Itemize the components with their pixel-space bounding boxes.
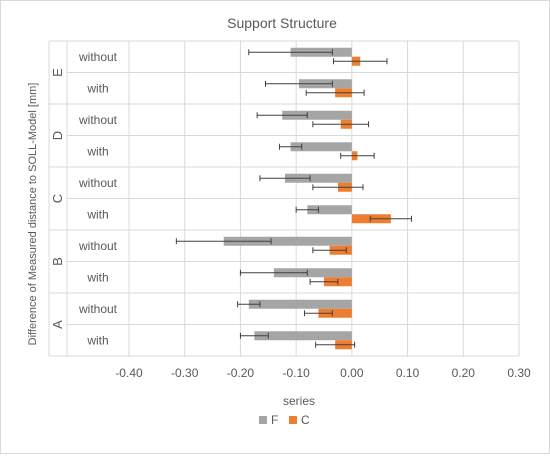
bar-F	[285, 173, 352, 183]
group-label: C	[50, 194, 65, 203]
x-tick-label: -0.20	[227, 366, 255, 380]
bar-F	[254, 331, 352, 341]
row-label: with	[86, 333, 108, 347]
x-tick-label: 0.20	[452, 366, 476, 380]
x-tick-label: 0.30	[507, 366, 531, 380]
y-axis-title: Difference of Measured distance to SOLL-…	[27, 83, 39, 346]
x-axis-title: series	[283, 394, 315, 408]
legend-swatch-C	[289, 416, 297, 424]
bar-C	[318, 308, 352, 318]
bar-F	[248, 299, 352, 309]
error-bars-layer	[175, 49, 412, 348]
group-label: D	[50, 131, 65, 140]
x-tick-labels-layer: -0.40 -0.30 -0.20 -0.10 0.00 0.10 0.20 0.30	[115, 366, 531, 380]
x-tick-label: -0.10	[282, 366, 310, 380]
x-tick-label: 0.00	[340, 366, 364, 380]
chart-title: Support Structure	[227, 15, 337, 31]
bar-F	[223, 236, 352, 246]
legend-label-F: F	[271, 413, 278, 427]
row-label: without	[78, 113, 118, 127]
bar-F	[282, 110, 352, 120]
row-label: without	[78, 50, 118, 64]
row-label: without	[78, 302, 118, 316]
row-label: with	[86, 144, 108, 158]
bar-F	[290, 142, 352, 152]
row-label: without	[78, 176, 118, 190]
row-lines-layer	[48, 40, 519, 357]
row-label: without	[78, 239, 118, 253]
legend-swatch-F	[259, 416, 267, 424]
x-tick-label: 0.10	[396, 366, 420, 380]
legend-label-C: C	[301, 413, 310, 427]
group-label: E	[50, 68, 65, 77]
x-tick-label: -0.40	[115, 366, 143, 380]
bar-F	[307, 205, 352, 215]
bar-F	[273, 268, 352, 278]
row-label: with	[86, 81, 108, 95]
x-tick-label: -0.30	[171, 366, 199, 380]
group-label: A	[50, 320, 65, 329]
group-label: B	[50, 257, 65, 266]
row-label: with	[86, 207, 108, 221]
row-label: with	[86, 270, 108, 284]
